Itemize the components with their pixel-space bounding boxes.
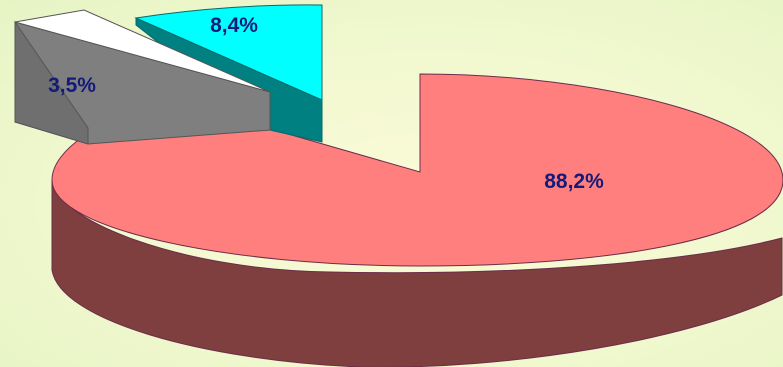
- data-label-8-4: 8,4%: [210, 14, 258, 37]
- slice-8-4-top: [134, 4, 323, 101]
- slice-white-top: [14, 9, 271, 93]
- slice-3-5-side-dark: [14, 20, 89, 145]
- slice-88-2-side: [51, 179, 783, 367]
- data-label-88-2: 88,2%: [544, 170, 604, 193]
- slice-3-5: [14, 9, 271, 145]
- data-label-3-5: 3,5%: [48, 74, 96, 97]
